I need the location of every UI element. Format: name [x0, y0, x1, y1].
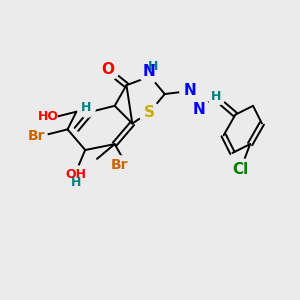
Text: Br: Br [110, 158, 128, 172]
Text: H: H [70, 176, 81, 190]
Text: HO: HO [38, 110, 59, 123]
Text: N: N [183, 83, 196, 98]
Text: H: H [148, 60, 158, 73]
Text: N: N [142, 64, 155, 80]
Text: Br: Br [28, 129, 45, 143]
Text: N: N [192, 102, 205, 117]
Text: OH: OH [65, 168, 86, 181]
Text: S: S [144, 105, 155, 120]
Text: H: H [81, 101, 91, 114]
Text: H: H [211, 90, 221, 103]
Text: Cl: Cl [232, 162, 249, 177]
Text: O: O [101, 61, 114, 76]
